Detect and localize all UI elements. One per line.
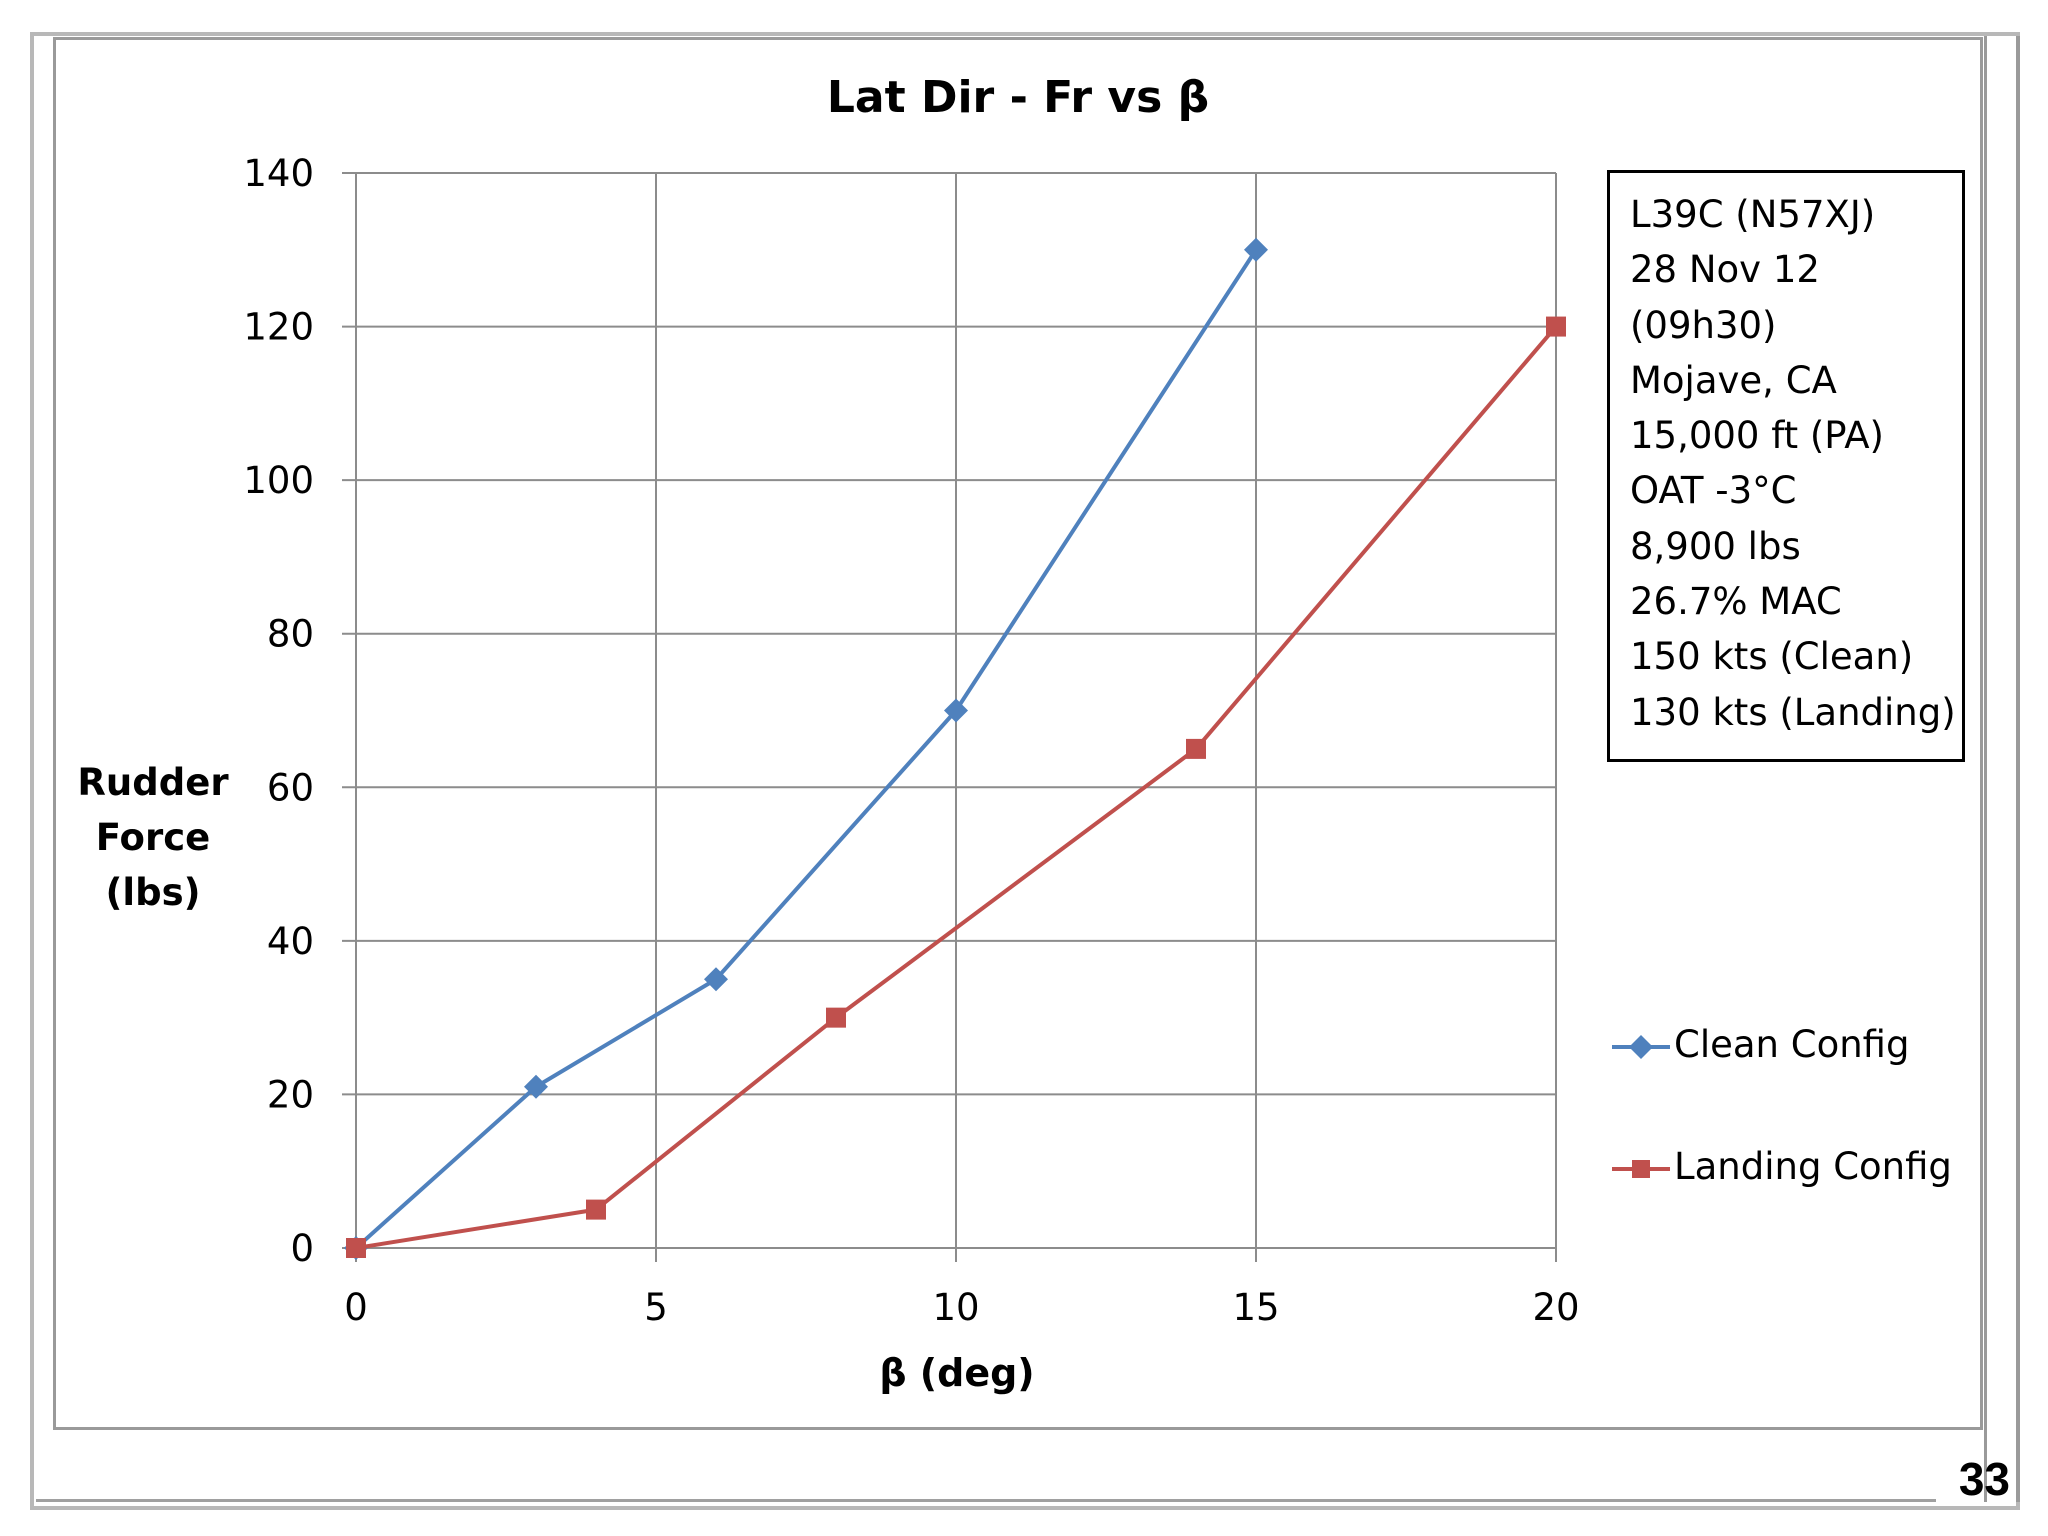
x-tick-label: 5 bbox=[644, 1286, 668, 1329]
x-tick-labels: 0 5 10 15 20 bbox=[344, 1286, 1579, 1329]
chart-title: Lat Dir - Fr vs β bbox=[827, 72, 1209, 123]
info-line: OAT -3°C bbox=[1630, 469, 1797, 513]
x-tick-label: 20 bbox=[1532, 1286, 1579, 1329]
flight-conditions-box: L39C (N57XJ) 28 Nov 12 (09h30) Mojave, C… bbox=[1607, 170, 1965, 762]
clean-config-point bbox=[944, 698, 968, 723]
clean-config-point bbox=[524, 1074, 548, 1099]
y-tick-label: 40 bbox=[267, 920, 314, 963]
legend-diamond-icon bbox=[1612, 1035, 1670, 1059]
y-tick-label: 120 bbox=[243, 306, 314, 349]
x-tick-label: 10 bbox=[932, 1286, 979, 1329]
y-axis-label-line: Force bbox=[96, 816, 210, 859]
legend-square-icon bbox=[1612, 1160, 1670, 1178]
y-tick-label: 100 bbox=[243, 459, 314, 502]
info-line: L39C (N57XJ) bbox=[1630, 193, 1876, 236]
info-line: Mojave, CA bbox=[1630, 358, 1837, 402]
info-line: 8,900 lbs bbox=[1630, 524, 1801, 568]
y-tick-label: 140 bbox=[243, 152, 314, 195]
info-line: 150 kts (Clean) bbox=[1630, 635, 1914, 679]
landing-config-point bbox=[1186, 738, 1206, 759]
info-line: 130 kts (Landing) bbox=[1630, 690, 1956, 734]
slide-frame-right bbox=[1984, 36, 2020, 1502]
x-tick-label: 0 bbox=[344, 1286, 368, 1329]
gridlines bbox=[342, 172, 1557, 1262]
landing-config-point bbox=[346, 1238, 366, 1258]
landing-config-point bbox=[586, 1199, 606, 1220]
y-axis-label-line: Rudder bbox=[77, 761, 229, 804]
info-line: 28 Nov 12 bbox=[1630, 248, 1820, 292]
y-tick-labels: 0 20 40 60 80 100 120 140 bbox=[243, 152, 314, 1270]
y-tick-label: 80 bbox=[267, 613, 314, 656]
info-line: 26.7% MAC bbox=[1630, 580, 1842, 624]
info-line: (09h30) bbox=[1630, 303, 1777, 347]
slide-frame-bottom bbox=[36, 1484, 1936, 1502]
y-tick-label: 0 bbox=[290, 1227, 314, 1270]
info-line: 15,000 ft (PA) bbox=[1630, 414, 1884, 458]
data-series bbox=[344, 237, 1566, 1260]
clean-config-line bbox=[354, 248, 1258, 1250]
y-axis-label: Rudder Force (lbs) bbox=[77, 761, 229, 914]
y-axis-label-line: (lbs) bbox=[105, 871, 200, 914]
x-axis-label: β (deg) bbox=[879, 1351, 1034, 1395]
landing-config-point bbox=[826, 1007, 846, 1028]
legend-label: Landing Config bbox=[1674, 1145, 1952, 1188]
y-tick-label: 60 bbox=[267, 766, 314, 809]
page-number: 33 bbox=[1958, 1453, 2010, 1505]
legend-label: Clean Config bbox=[1674, 1023, 1910, 1066]
clean-config-point bbox=[1244, 237, 1268, 262]
x-tick-label: 15 bbox=[1232, 1286, 1279, 1329]
y-tick-label: 20 bbox=[267, 1073, 314, 1116]
clean-config-point bbox=[704, 967, 728, 992]
landing-config-point bbox=[1546, 316, 1566, 337]
